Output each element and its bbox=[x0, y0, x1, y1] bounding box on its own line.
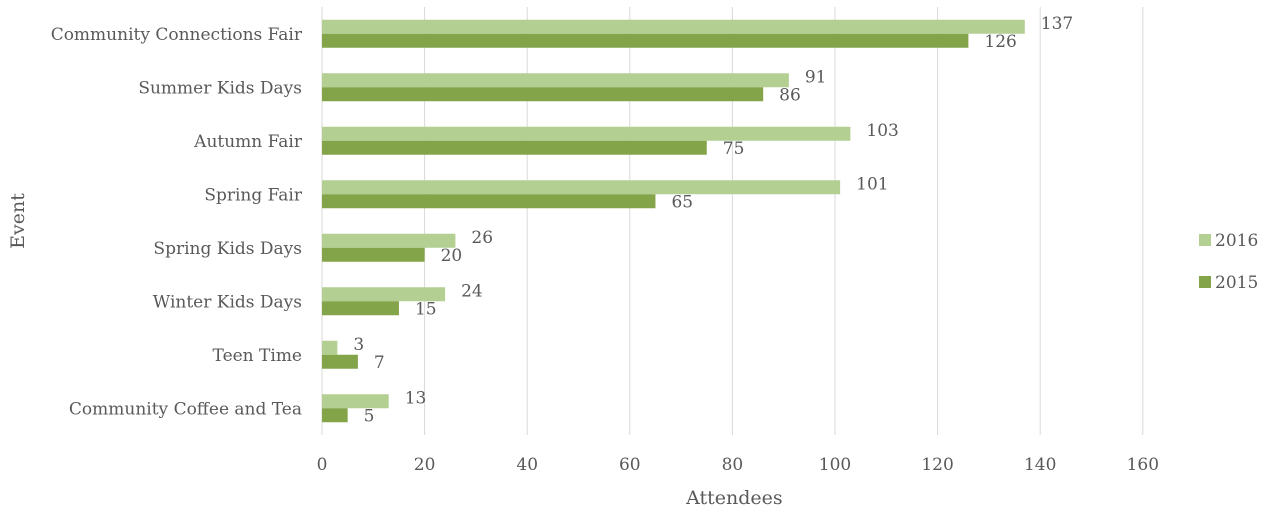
data-label-2016: 101 bbox=[856, 174, 888, 194]
x-tick-label: 120 bbox=[921, 455, 953, 475]
y-category-label: Community Coffee and Tea bbox=[69, 399, 302, 419]
data-label-2016: 103 bbox=[866, 121, 898, 141]
legend-swatch-2015 bbox=[1199, 276, 1211, 288]
x-tick-label: 160 bbox=[1127, 455, 1159, 475]
bar-2016 bbox=[322, 233, 456, 248]
data-label-2015: 126 bbox=[984, 32, 1016, 52]
bar-2016 bbox=[322, 287, 446, 302]
x-tick-label: 60 bbox=[619, 455, 641, 475]
data-label-2015: 20 bbox=[441, 246, 463, 266]
bar-2015 bbox=[322, 408, 348, 423]
data-label-2016: 26 bbox=[471, 228, 493, 248]
data-label-2015: 65 bbox=[671, 192, 693, 212]
bar-2015 bbox=[322, 87, 764, 102]
data-label-2015: 86 bbox=[779, 85, 801, 105]
y-category-label: Winter Kids Days bbox=[153, 292, 302, 312]
bar-2015 bbox=[322, 194, 656, 209]
x-tick-label: 140 bbox=[1024, 455, 1056, 475]
gridlines bbox=[321, 7, 1144, 435]
bar-2015 bbox=[322, 140, 707, 155]
bar-2015 bbox=[322, 301, 399, 316]
legend: 2016 2015 bbox=[1199, 231, 1258, 293]
data-label-2015: 5 bbox=[364, 406, 375, 426]
bar-2015 bbox=[322, 247, 425, 262]
x-tick-label: 40 bbox=[516, 455, 538, 475]
data-label-2016: 3 bbox=[353, 335, 364, 355]
bar-2016 bbox=[322, 394, 389, 409]
legend-swatch-2016 bbox=[1199, 234, 1211, 246]
y-axis-title: Event bbox=[7, 193, 29, 249]
bar-2015 bbox=[322, 354, 358, 369]
y-category-label: Spring Fair bbox=[204, 185, 303, 205]
x-tick-label: 80 bbox=[722, 455, 744, 475]
x-tick-label: 20 bbox=[414, 455, 436, 475]
y-category-label: Community Connections Fair bbox=[51, 25, 303, 45]
y-category-label: Autumn Fair bbox=[193, 132, 303, 152]
bar-2015 bbox=[322, 33, 969, 48]
bar-2016 bbox=[322, 126, 851, 141]
data-label-2016: 13 bbox=[405, 388, 427, 408]
data-label-2015: 7 bbox=[374, 353, 385, 373]
x-axis-title: Attendees bbox=[685, 487, 783, 509]
data-label-2016: 137 bbox=[1041, 14, 1073, 34]
y-category-label: Spring Kids Days bbox=[153, 239, 302, 259]
data-label-2015: 15 bbox=[415, 299, 437, 319]
y-category-label: Summer Kids Days bbox=[138, 78, 302, 98]
bar-2016 bbox=[322, 180, 841, 195]
data-label-2016: 91 bbox=[805, 67, 827, 87]
bar-2016 bbox=[322, 19, 1025, 34]
bar-2016 bbox=[322, 73, 789, 88]
data-label-2016: 24 bbox=[461, 281, 483, 301]
legend-label-2016: 2016 bbox=[1215, 231, 1258, 251]
x-tick-label: 0 bbox=[317, 455, 328, 475]
x-tick-label: 100 bbox=[819, 455, 851, 475]
bar-2016 bbox=[322, 340, 338, 355]
bars bbox=[322, 19, 1025, 423]
labels: 0 20 40 60 80 100 120 140 160 Community Connectio… bbox=[51, 14, 1159, 475]
y-category-label: Teen Time bbox=[213, 346, 302, 366]
data-label-2015: 75 bbox=[723, 139, 745, 159]
legend-label-2015: 2015 bbox=[1215, 273, 1258, 293]
